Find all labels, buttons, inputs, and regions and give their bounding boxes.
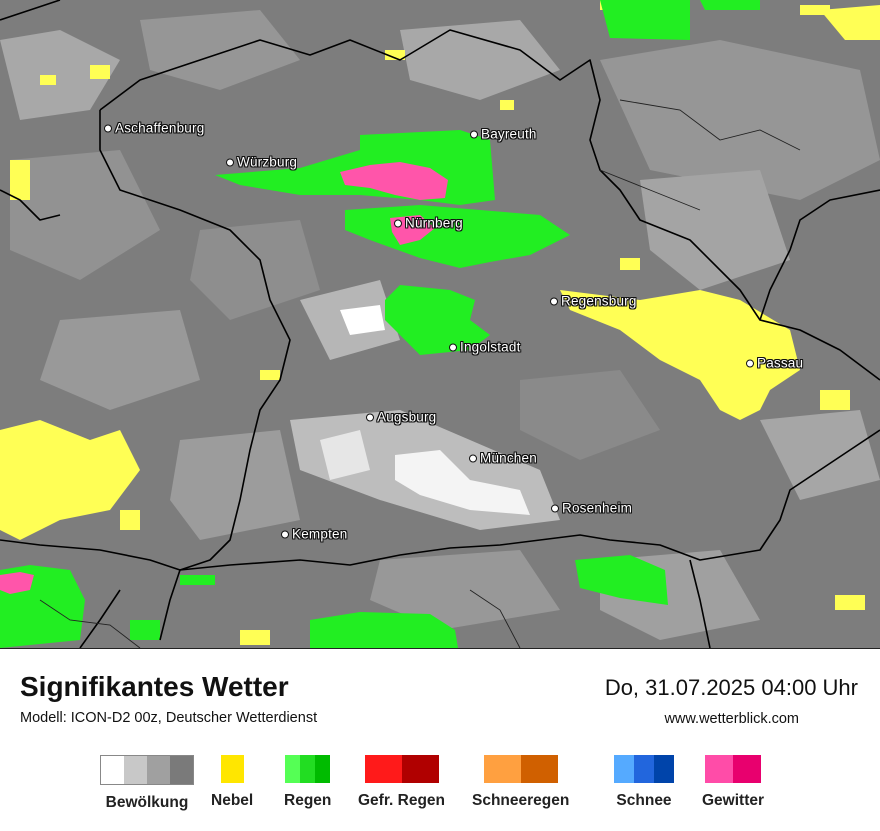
city-marker-aschaffenburg: Aschaffenburg (104, 121, 204, 136)
map-footer: Signifikantes Wetter Modell: ICON-D2 00z… (0, 648, 880, 831)
city-label: Nürnberg (405, 215, 463, 231)
city-marker-wuerzburg: Würzburg (226, 155, 297, 170)
city-marker-passau: Passau (746, 356, 803, 371)
city-label: Würzburg (237, 154, 298, 170)
city-label: Bayreuth (481, 126, 537, 142)
city-marker-nuernberg: Nürnberg (394, 216, 463, 231)
legend-swatch (401, 755, 439, 783)
legend-schnee: Schnee (614, 755, 674, 810)
legend-schneeregen: Schneeregen (472, 755, 569, 810)
legend-swatch (614, 755, 634, 783)
city-label: Regensburg (561, 293, 637, 309)
legend-gewitter: Gewitter (702, 755, 764, 810)
legend-swatch (300, 755, 316, 783)
city-dot (449, 343, 457, 351)
legend-label: Gewitter (702, 792, 765, 809)
city-label: Passau (757, 355, 804, 371)
cloud-cover (0, 10, 880, 640)
country-border-thin (39, 99, 801, 648)
city-marker-muenchen: München (469, 451, 537, 466)
city-label: Kempten (292, 526, 348, 542)
state-borders (0, 0, 880, 648)
city-label: München (480, 450, 537, 466)
legend-swatch (170, 756, 193, 784)
legend-label: Schnee (616, 792, 672, 809)
legend-swatch (220, 755, 244, 783)
weather-layer (0, 0, 880, 648)
city-dot (281, 530, 289, 538)
legend-swatches (705, 755, 761, 783)
legend-gefr-regen: Gefr. Regen (358, 755, 445, 810)
city-marker-ingolstadt: Ingolstadt (449, 340, 521, 355)
city-label: Ingolstadt (460, 339, 521, 355)
legend-swatch (520, 755, 558, 783)
legend-swatches (100, 755, 194, 785)
city-dot (366, 413, 374, 421)
legend-swatches (285, 755, 331, 783)
city-label: Aschaffenburg (115, 120, 205, 136)
city-dot (226, 158, 234, 166)
legend-regen: Regen (284, 755, 331, 810)
legend-swatch (101, 756, 124, 784)
city-dot (469, 454, 477, 462)
city-marker-augsburg: Augsburg (366, 410, 436, 425)
legend-swatches (364, 755, 439, 783)
city-marker-rosenheim: Rosenheim (551, 501, 632, 516)
legend-swatch (705, 755, 733, 783)
legend-label: Bewölkung (105, 794, 189, 811)
legend-bewoelkung: Bewölkung (100, 755, 194, 812)
legend-swatches (220, 755, 244, 783)
legend-swatch (285, 755, 301, 783)
legend-swatch (733, 755, 761, 783)
city-label: Rosenheim (562, 500, 633, 516)
legend-label: Nebel (211, 792, 254, 809)
city-marker-kempten: Kempten (281, 527, 347, 542)
legend-swatch (483, 755, 521, 783)
city-dot (550, 297, 558, 305)
city-dot (394, 219, 402, 227)
city-dot (746, 359, 754, 367)
legend-swatch (364, 755, 402, 783)
legend-swatch (315, 755, 331, 783)
legend-swatch (634, 755, 654, 783)
legend-swatches (614, 755, 674, 783)
legend-swatch (124, 756, 147, 784)
legend-swatch (654, 755, 674, 783)
legend-label: Gefr. Regen (358, 792, 445, 809)
legend-nebel: Nebel (211, 755, 253, 810)
city-marker-bayreuth: Bayreuth (470, 127, 537, 142)
city-marker-regensburg: Regensburg (550, 294, 637, 309)
legend-swatch (147, 756, 170, 784)
weather-map: Aschaffenburg Würzburg Bayreuth Nürnberg… (0, 0, 880, 648)
city-dot (470, 130, 478, 138)
valid-datetime: Do, 31.07.2025 04:00 Uhr (604, 675, 858, 700)
website-link[interactable]: www.wetterblick.com (664, 711, 799, 727)
city-dot (104, 124, 112, 132)
city-label: Augsburg (377, 409, 437, 425)
model-info: Modell: ICON-D2 00z, Deutscher Wetterdie… (20, 710, 318, 726)
legend-label: Regen (284, 792, 332, 809)
map-title: Signifikantes Wetter (20, 671, 289, 702)
city-dot (551, 504, 559, 512)
fog-areas (0, 0, 880, 645)
legend-label: Schneeregen (472, 792, 570, 809)
legend-swatches (483, 755, 558, 783)
